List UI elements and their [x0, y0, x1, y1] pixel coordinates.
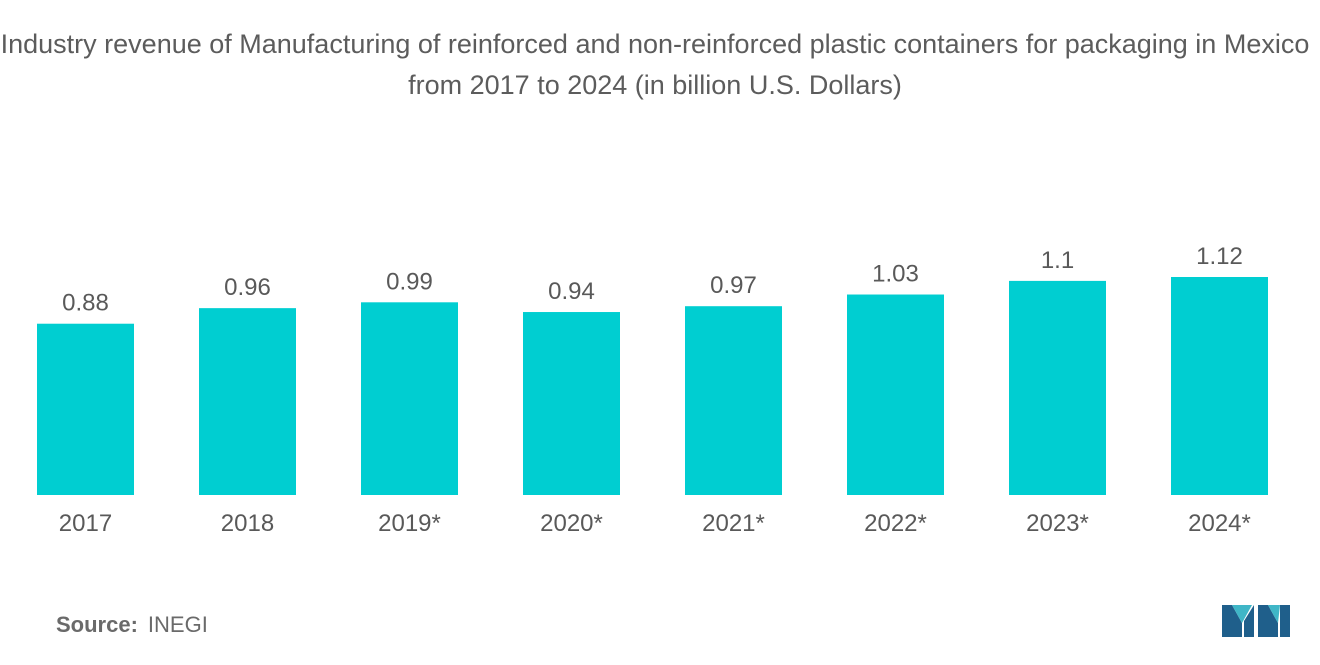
- source-line: Source: INEGI: [56, 612, 208, 638]
- chart-title: Industry revenue of Manufacturing of rei…: [0, 29, 1310, 100]
- bar-2024: [1171, 277, 1268, 495]
- bar-2022: [847, 294, 944, 495]
- data-label: 1.1: [1041, 247, 1074, 274]
- x-tick-label: 2024*: [1188, 510, 1251, 537]
- bar-2017: [37, 323, 134, 495]
- source-value: INEGI: [147, 612, 208, 637]
- bar-2021: [685, 306, 782, 495]
- x-tick-label: 2020*: [540, 510, 603, 537]
- x-tick-label: 2017: [59, 510, 112, 537]
- bar-chart: 0.88 2017 0.96 2018 0.99 2019* 0.94 2020* 0.97 20…: [37, 243, 1268, 537]
- source-label: Source:: [56, 612, 138, 637]
- data-label: 0.94: [548, 278, 595, 305]
- bar-2020: [523, 312, 620, 495]
- data-label: 0.99: [386, 268, 433, 295]
- bar-2023: [1009, 280, 1106, 495]
- x-tick-label: 2018: [221, 510, 274, 537]
- bar-2018: [199, 308, 296, 495]
- data-label: 0.96: [224, 274, 271, 301]
- x-tick-label: 2019*: [378, 510, 441, 537]
- data-label: 0.97: [710, 272, 757, 299]
- x-tick-label: 2022*: [864, 510, 927, 537]
- x-tick-label: 2021*: [702, 510, 765, 537]
- brand-logo-icon: [1222, 605, 1290, 637]
- data-label: 1.03: [872, 261, 919, 288]
- x-tick-label: 2023*: [1026, 510, 1089, 537]
- bar-2019: [361, 302, 458, 495]
- data-label: 1.12: [1196, 243, 1243, 270]
- data-label: 0.88: [62, 290, 109, 317]
